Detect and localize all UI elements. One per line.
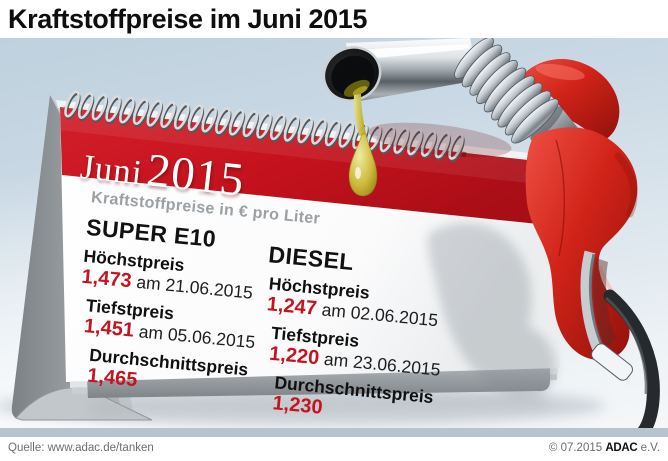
page-title: Kraftstoffpreise im Juni 2015 bbox=[8, 4, 368, 34]
fuel-hose bbox=[603, 289, 660, 428]
fuel-nozzle-icon bbox=[322, 38, 660, 428]
nozzle-ribs bbox=[454, 38, 559, 144]
illustration-stage: Juni 2015 Kraftstoffpreise in € pro Lite… bbox=[0, 38, 668, 428]
trigger-guard bbox=[580, 250, 633, 381]
calendar-red-header bbox=[60, 107, 558, 226]
footer: Quelle: www.adac.de/tanken © 07.2015 ADA… bbox=[0, 437, 668, 461]
bottom-divider-strip bbox=[0, 428, 668, 437]
copyright-note: © 07.2015 ADAC e.V. bbox=[548, 442, 660, 454]
source-note: Quelle: www.adac.de/tanken bbox=[8, 442, 154, 454]
desk-calendar-icon bbox=[0, 88, 605, 426]
org-name: ADAC bbox=[605, 442, 638, 454]
nozzle-shadow bbox=[427, 222, 556, 397]
nozzle-handle bbox=[525, 127, 638, 361]
spout-opening bbox=[322, 46, 382, 102]
title-bar: Kraftstoffpreise im Juni 2015 bbox=[0, 0, 668, 38]
fuel-drop-icon bbox=[348, 94, 378, 197]
nozzle-body-top bbox=[510, 58, 620, 142]
